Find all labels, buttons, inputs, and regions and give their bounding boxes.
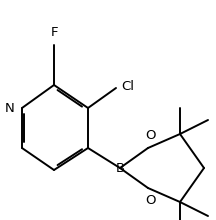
Text: O: O: [145, 129, 155, 142]
Text: Cl: Cl: [121, 79, 135, 92]
Text: O: O: [145, 194, 155, 207]
Text: N: N: [5, 101, 15, 114]
Text: F: F: [50, 26, 58, 39]
Text: B: B: [115, 163, 125, 176]
